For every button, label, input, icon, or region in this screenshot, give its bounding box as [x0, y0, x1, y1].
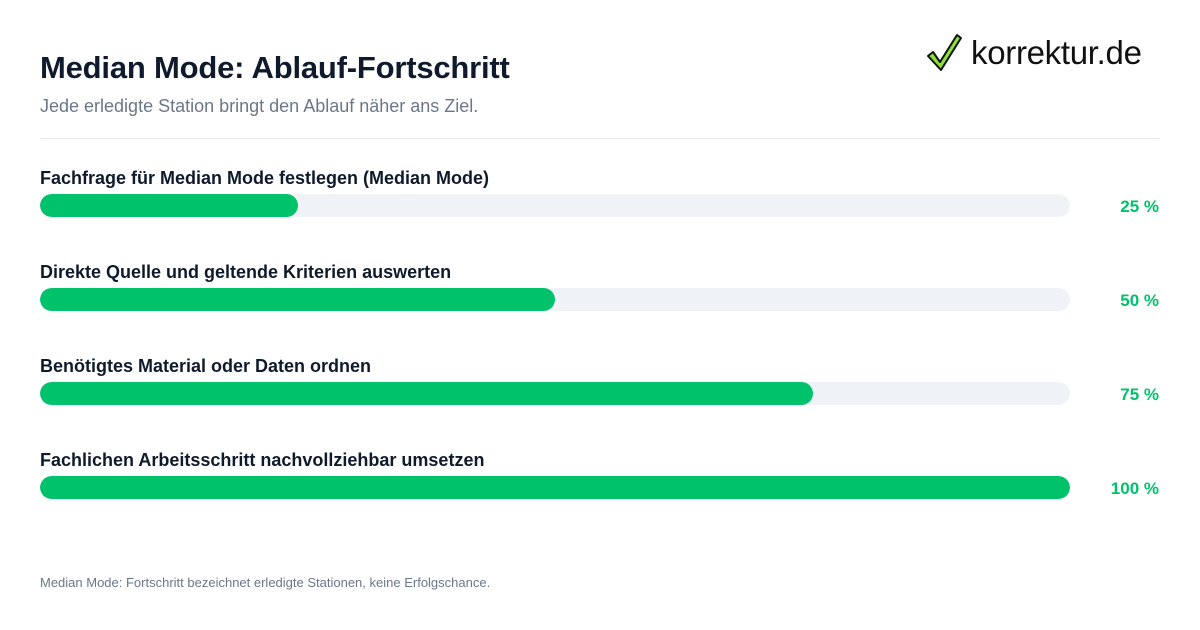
brand-name: korrektur.de: [971, 33, 1142, 71]
progress-fill: [40, 288, 555, 311]
progress-row: Benötigtes Material oder Daten ordnen 75 …: [40, 354, 1160, 448]
progress-label: Direkte Quelle und geltende Kriterien au…: [40, 262, 452, 282]
progress-row: Fachlichen Arbeitsschritt nachvollziehba…: [40, 448, 1160, 542]
page-title: Median Mode: Ablauf-Fortschritt: [40, 50, 510, 85]
progress-value-label: 75 %: [1120, 385, 1159, 404]
progress-row: Direkte Quelle und geltende Kriterien au…: [40, 260, 1160, 354]
progress-track: [40, 194, 1070, 217]
checkmark-icon: [927, 33, 962, 71]
progress-track: [40, 288, 1070, 311]
progress-label: Fachfrage für Median Mode festlegen (Med…: [40, 168, 490, 188]
progress-fill: [40, 194, 298, 217]
progress-fill: [40, 476, 1070, 499]
progress-label: Benötigtes Material oder Daten ordnen: [40, 356, 372, 376]
progress-value-label: 100 %: [1110, 479, 1159, 498]
progress-track: [40, 382, 1070, 405]
header-divider: [40, 138, 1160, 139]
progress-track: [40, 476, 1070, 499]
page-subtitle: Jede erledigte Station bringt den Ablauf…: [40, 96, 479, 116]
progress-value-label: 25 %: [1120, 197, 1159, 216]
progress-fill: [40, 382, 813, 405]
footnote: Median Mode: Fortschritt bezeichnet erle…: [40, 575, 491, 590]
progress-value-label: 50 %: [1120, 291, 1159, 310]
brand-logo[interactable]: korrektur.de: [925, 30, 1142, 75]
progress-chart: Fachfrage für Median Mode festlegen (Med…: [40, 166, 1160, 542]
progress-row: Fachfrage für Median Mode festlegen (Med…: [40, 166, 1160, 260]
progress-label: Fachlichen Arbeitsschritt nachvollziehba…: [40, 450, 485, 470]
